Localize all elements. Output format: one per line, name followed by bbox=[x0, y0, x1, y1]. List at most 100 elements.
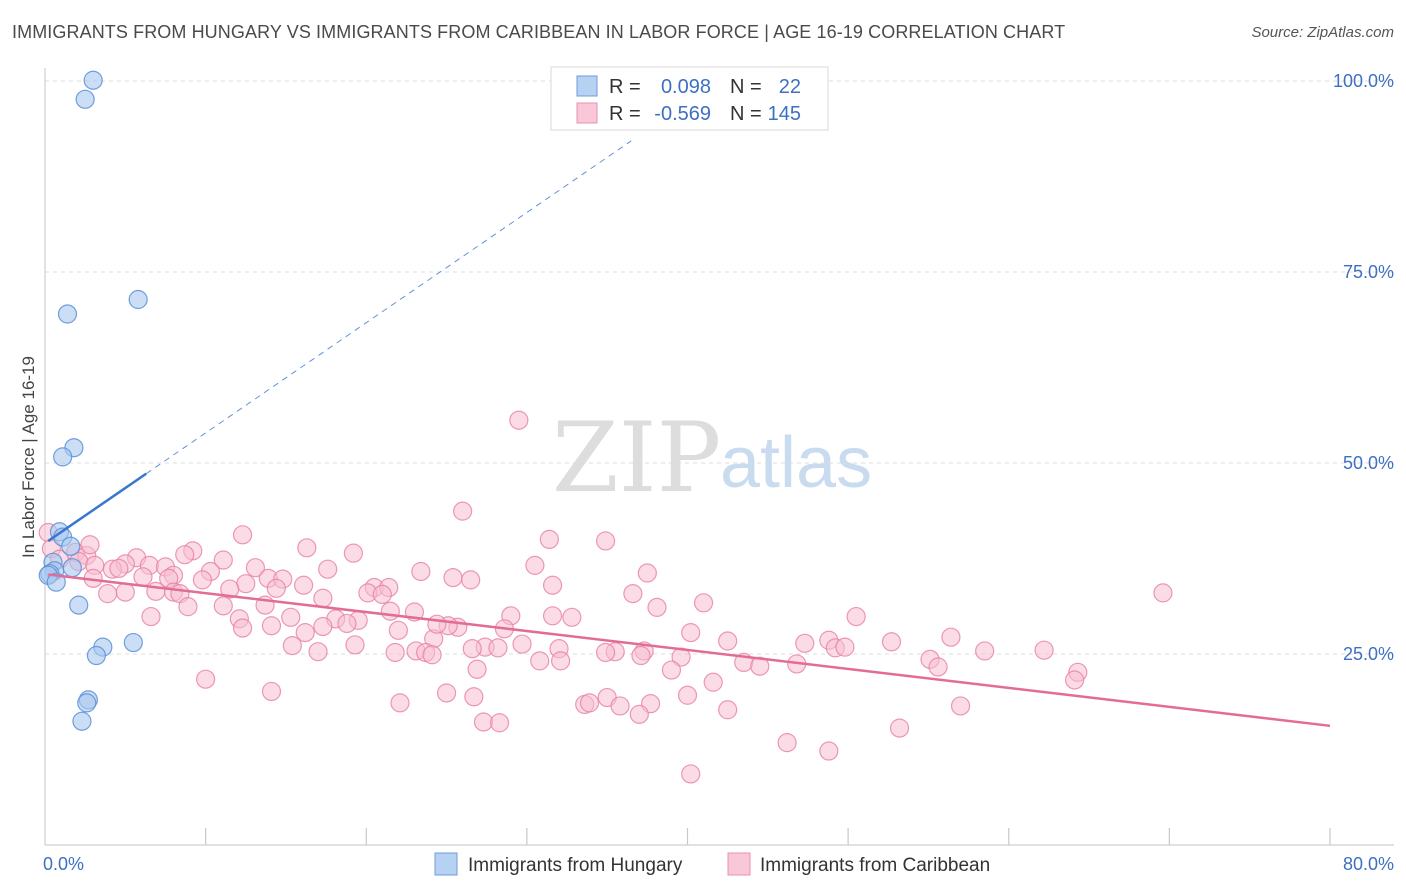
caribbean-point bbox=[795, 633, 815, 653]
hungary-point bbox=[69, 595, 89, 615]
caribbean-point bbox=[266, 578, 286, 598]
legend-r-value-caribbean: -0.569 bbox=[654, 103, 711, 125]
hungary-point bbox=[75, 89, 95, 109]
caribbean-point bbox=[294, 575, 314, 595]
caribbean-point bbox=[281, 607, 301, 627]
caribbean-point bbox=[133, 567, 153, 587]
caribbean-point bbox=[542, 575, 563, 595]
caribbean-point bbox=[975, 641, 995, 661]
caribbean-point bbox=[889, 718, 910, 738]
caribbean-point bbox=[308, 642, 328, 662]
hungary-point bbox=[46, 572, 66, 592]
hungary-points bbox=[38, 70, 148, 731]
caribbean-point bbox=[297, 538, 317, 558]
hungary-point bbox=[72, 711, 92, 731]
caribbean-point bbox=[750, 656, 770, 676]
source-label: Source: ZipAtlas.com bbox=[1251, 24, 1394, 41]
legend-r-label-caribbean: R = bbox=[609, 103, 641, 125]
caribbean-point bbox=[661, 660, 682, 680]
caribbean-point bbox=[175, 545, 195, 565]
hungary-point bbox=[86, 645, 107, 666]
caribbean-point bbox=[461, 570, 481, 590]
caribbean-point bbox=[693, 593, 714, 613]
caribbean-point bbox=[542, 606, 563, 626]
caribbean-point bbox=[345, 635, 365, 655]
caribbean-point bbox=[681, 764, 701, 784]
legend-r-label-hungary: R = bbox=[609, 76, 641, 98]
caribbean-trend-line bbox=[48, 573, 1331, 728]
caribbean-point bbox=[313, 616, 333, 637]
caribbean-point bbox=[385, 642, 405, 663]
caribbean-point bbox=[464, 687, 484, 707]
caribbean-point bbox=[467, 659, 487, 679]
caribbean-point bbox=[928, 657, 948, 677]
watermark-zip: ZIP bbox=[552, 402, 721, 514]
caribbean-point bbox=[562, 607, 582, 627]
caribbean-point bbox=[637, 563, 657, 583]
hungary-point bbox=[77, 693, 97, 713]
caribbean-point bbox=[192, 570, 213, 590]
caribbean-point bbox=[427, 614, 447, 634]
caribbean-point bbox=[313, 588, 333, 608]
caribbean-point bbox=[443, 567, 463, 588]
hungary-point bbox=[83, 70, 103, 90]
caribbean-point bbox=[1065, 670, 1085, 690]
legend-r-value-hungary: 0.098 bbox=[661, 76, 711, 98]
caribbean-point bbox=[232, 618, 253, 638]
caribbean-point bbox=[610, 696, 630, 716]
x-tick-label-max: 80.0% bbox=[1343, 854, 1394, 874]
bottom-legend-label-hungary: Immigrants from Hungary bbox=[468, 855, 683, 876]
hungary-point bbox=[53, 447, 73, 467]
caribbean-point bbox=[539, 529, 559, 550]
caribbean-point bbox=[98, 584, 118, 604]
caribbean-point bbox=[282, 635, 302, 656]
caribbean-point bbox=[261, 681, 282, 702]
caribbean-point bbox=[677, 685, 698, 705]
caribbean-point bbox=[220, 579, 240, 599]
caribbean-point bbox=[629, 704, 649, 724]
caribbean-point bbox=[488, 638, 508, 658]
caribbean-point bbox=[178, 597, 198, 617]
caribbean-point bbox=[380, 601, 400, 621]
y-tick-label: 50.0% bbox=[1343, 453, 1394, 473]
y-axis-title: In Labor Force | Age 16-19 bbox=[19, 356, 38, 558]
caribbean-point bbox=[295, 623, 315, 643]
caribbean-point bbox=[213, 550, 233, 570]
caribbean-point bbox=[579, 693, 600, 713]
caribbean-point bbox=[422, 645, 442, 665]
bottom-legend: Immigrants from Hungary Immigrants from … bbox=[434, 852, 990, 876]
bottom-legend-swatch-caribbean bbox=[727, 852, 751, 876]
hungary-point bbox=[57, 304, 78, 324]
caribbean-point bbox=[512, 634, 532, 654]
caribbean-point bbox=[261, 616, 282, 636]
y-tick-label: 100.0% bbox=[1333, 71, 1394, 91]
legend-n-value-caribbean: 145 bbox=[768, 103, 801, 125]
legend-box: R = 0.098 N = 22 R = -0.569 N = 145 bbox=[550, 66, 829, 131]
caribbean-point bbox=[489, 713, 510, 733]
legend-n-label-caribbean: N = bbox=[730, 103, 762, 125]
caribbean-point bbox=[530, 651, 550, 671]
caribbean-point bbox=[411, 561, 431, 582]
caribbean-point bbox=[236, 574, 256, 594]
caribbean-point bbox=[462, 639, 482, 659]
caribbean-point bbox=[941, 627, 961, 647]
caribbean-point bbox=[232, 525, 253, 545]
caribbean-point bbox=[372, 584, 392, 605]
bottom-legend-label-caribbean: Immigrants from Caribbean bbox=[760, 855, 990, 876]
legend-n-label-hungary: N = bbox=[730, 76, 762, 98]
hungary-point bbox=[62, 558, 82, 578]
chart-title: IMMIGRANTS FROM HUNGARY VS IMMIGRANTS FR… bbox=[12, 22, 1066, 42]
y-tick-label: 75.0% bbox=[1343, 262, 1394, 282]
caribbean-point bbox=[115, 582, 135, 602]
caribbean-point bbox=[631, 645, 651, 666]
caribbean-point bbox=[196, 669, 216, 689]
hungary-point bbox=[123, 632, 143, 653]
caribbean-point bbox=[703, 672, 723, 692]
y-tick-label: 25.0% bbox=[1343, 644, 1394, 664]
y-axis-tick-labels: 25.0% 50.0% 75.0% 100.0% bbox=[1333, 71, 1394, 664]
caribbean-point bbox=[390, 693, 410, 713]
caribbean-point bbox=[388, 620, 408, 640]
caribbean-point bbox=[453, 501, 473, 521]
caribbean-point bbox=[525, 555, 545, 575]
caribbean-point bbox=[950, 696, 971, 716]
